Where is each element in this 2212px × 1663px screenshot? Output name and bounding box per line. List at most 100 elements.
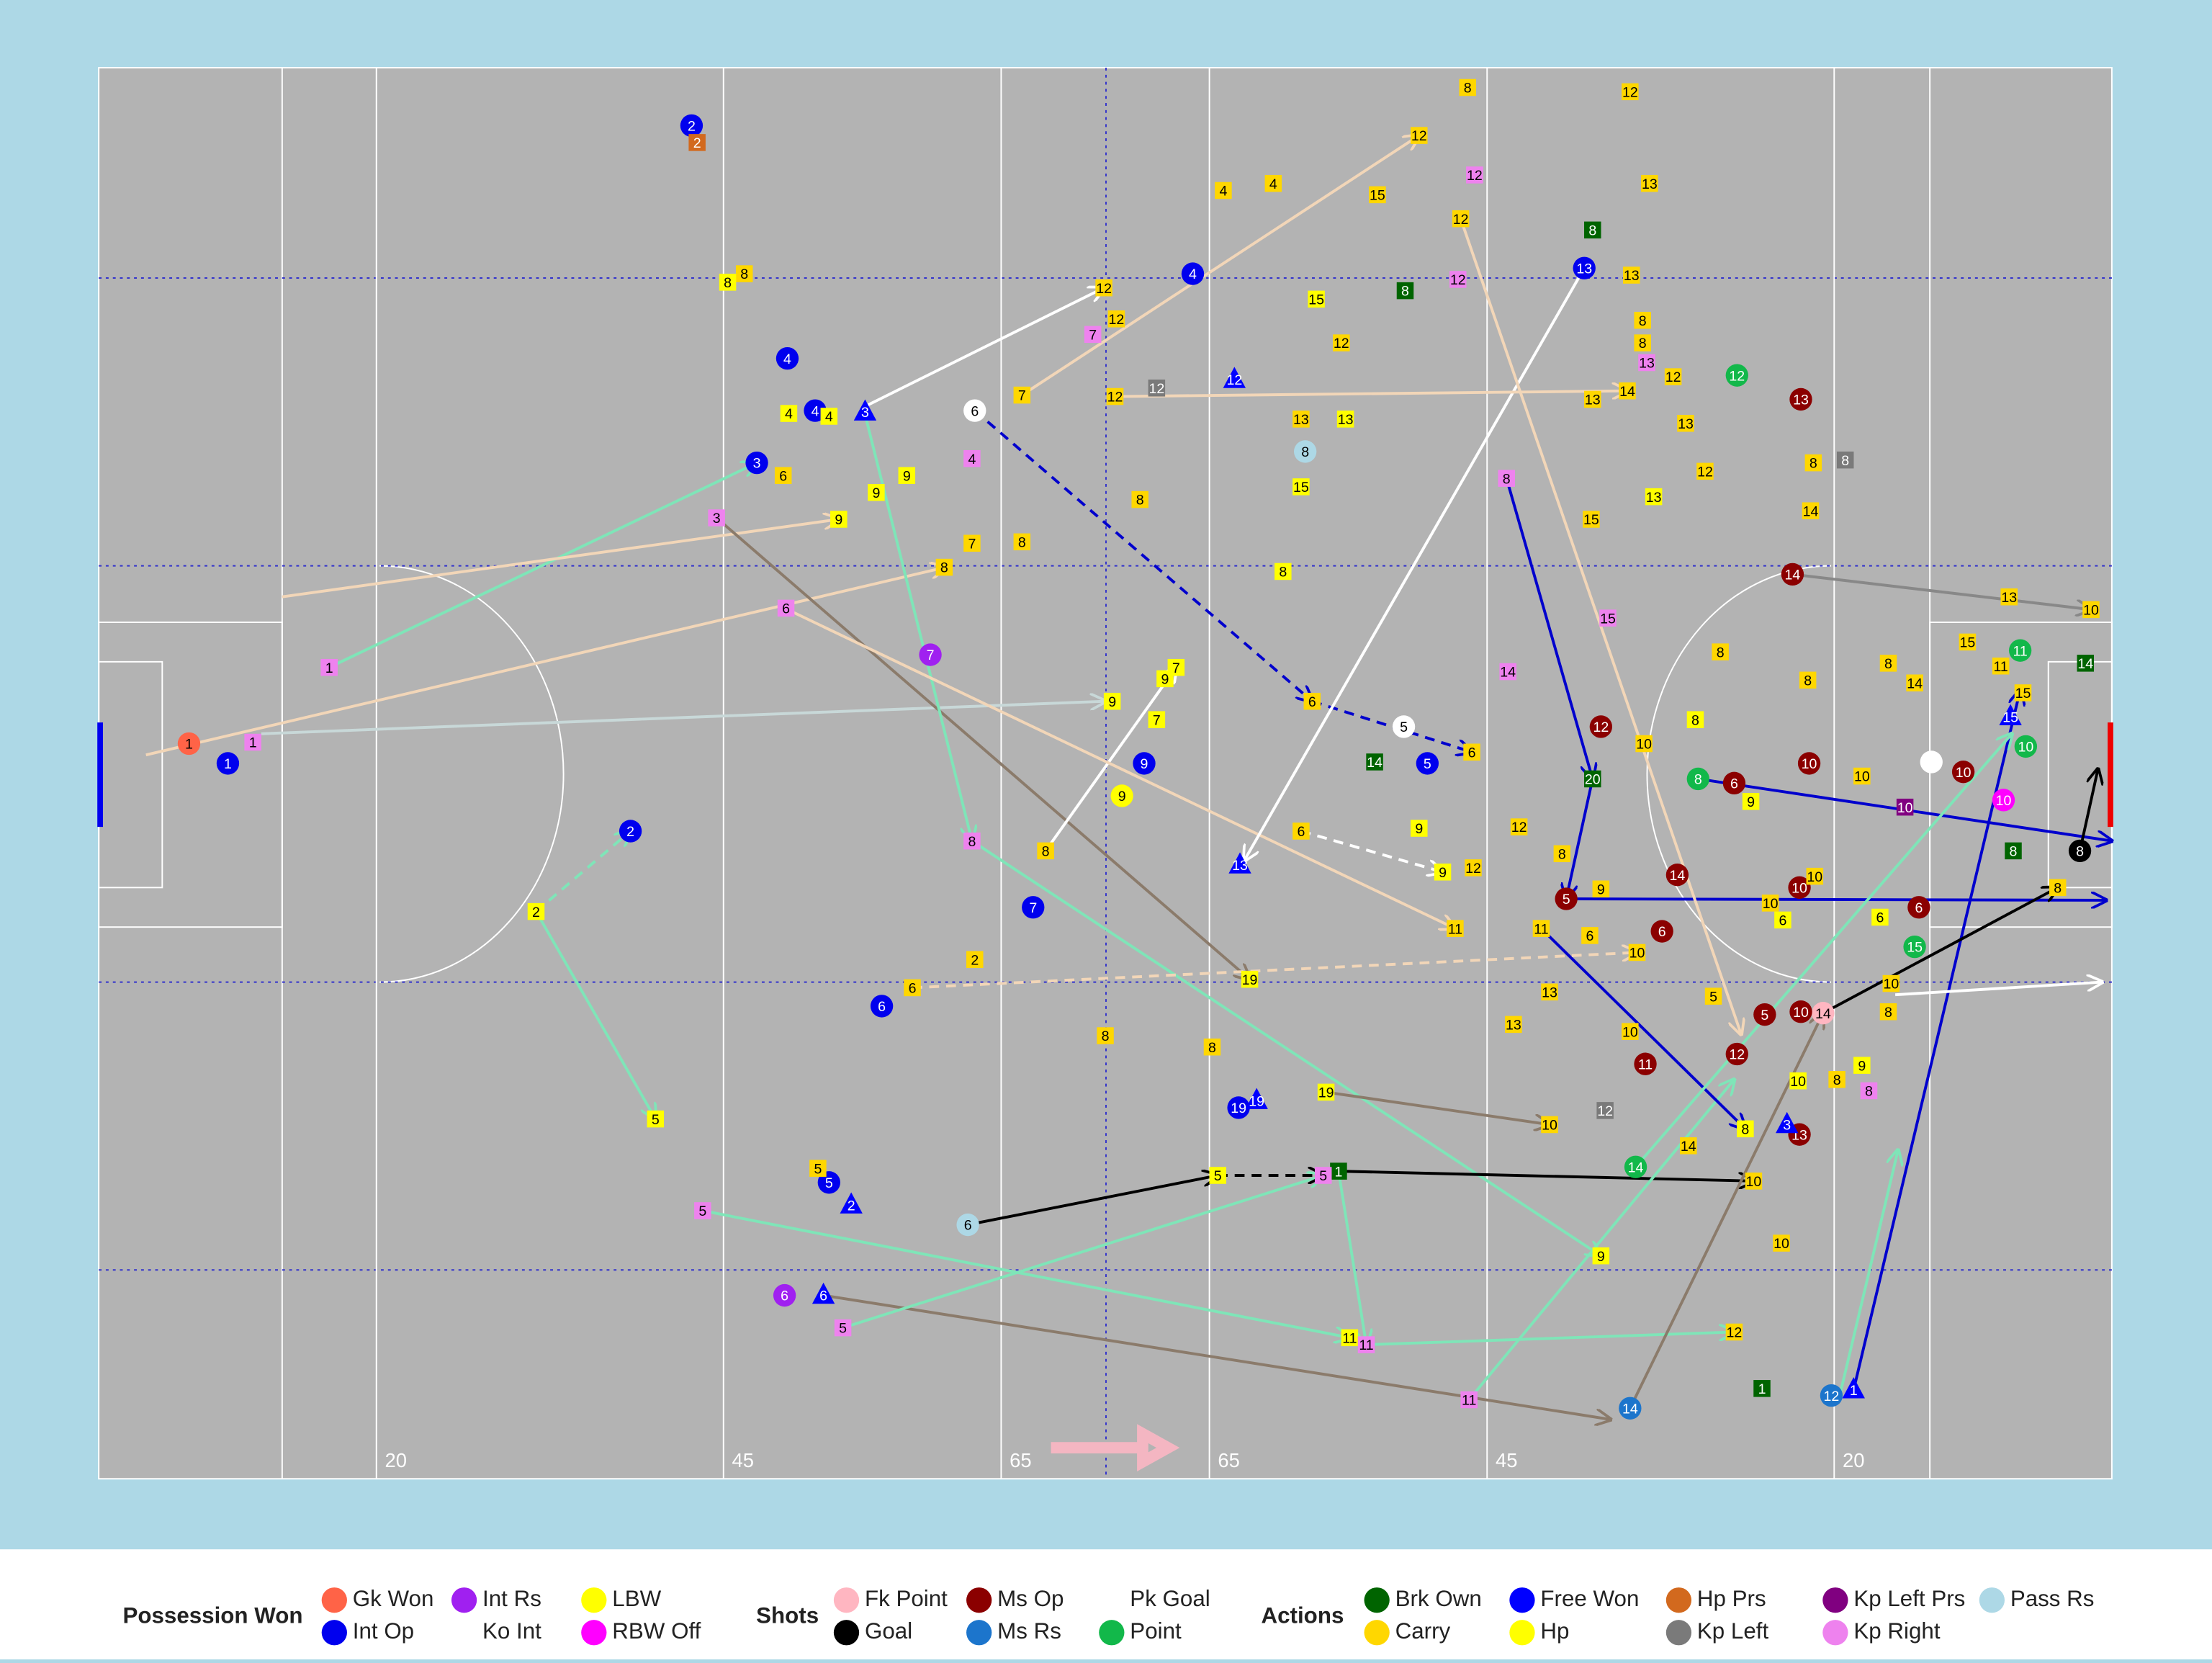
- point-label: 8: [1102, 1028, 1110, 1044]
- point-label: 10: [1802, 756, 1817, 772]
- point: [1992, 789, 2015, 812]
- point-label: 12: [1450, 272, 1466, 288]
- point: [1156, 670, 1174, 688]
- arrow: [328, 463, 757, 669]
- point: [1596, 1102, 1614, 1119]
- point: [1722, 771, 1746, 795]
- point-label: 12: [1697, 464, 1713, 480]
- point: [1541, 1116, 1558, 1134]
- point-label: 7: [1172, 660, 1180, 676]
- arrow: [282, 519, 839, 599]
- point-label: 11: [1448, 921, 1462, 937]
- point-label: 13: [1678, 416, 1694, 432]
- arrow: [1566, 899, 2106, 900]
- point-label: 10: [1763, 896, 1779, 912]
- legend-key: [451, 1587, 477, 1613]
- point: [1951, 761, 1975, 784]
- point: [1860, 1082, 1878, 1100]
- point-label: 6: [1468, 745, 1476, 761]
- arrow: [842, 1175, 1323, 1330]
- point-label: 6: [1876, 910, 1884, 926]
- point: [898, 467, 916, 484]
- point: [1599, 609, 1617, 627]
- point-label: 10: [1629, 946, 1645, 962]
- point-label: 9: [1161, 671, 1169, 687]
- point-label: 10: [1542, 1118, 1557, 1134]
- legend-key: [966, 1587, 992, 1613]
- point-label: 15: [1308, 292, 1324, 308]
- point: [840, 1192, 863, 1214]
- arrow: [535, 831, 630, 913]
- point-label: 14: [1815, 1006, 1831, 1022]
- point: [956, 1213, 979, 1237]
- point: [1812, 1002, 1835, 1025]
- point-label: 1: [185, 737, 193, 753]
- point-label: 6: [878, 999, 886, 1015]
- point: [774, 467, 792, 484]
- point-label: 11: [1993, 659, 2008, 675]
- point: [1392, 715, 1416, 738]
- point: [1209, 1167, 1226, 1184]
- point-label: 15: [1907, 940, 1923, 956]
- point: [1583, 511, 1600, 528]
- point-label: 7: [1018, 388, 1026, 404]
- point: [1357, 1336, 1375, 1353]
- point-label: 5: [1709, 989, 1717, 1005]
- point: [1725, 364, 1748, 387]
- point-label: 19: [1242, 972, 1258, 988]
- point-label: 10: [1897, 800, 1913, 816]
- point: [1725, 1042, 1748, 1066]
- point-label: 4: [785, 406, 793, 422]
- point-label: 15: [1583, 512, 1599, 528]
- point-label: 4: [1189, 266, 1197, 282]
- point: [1619, 1397, 1642, 1420]
- point: [1555, 887, 1578, 910]
- point-label: 5: [825, 1175, 833, 1191]
- point: [1677, 415, 1694, 432]
- point: [1781, 562, 1804, 586]
- point: [1110, 784, 1133, 807]
- point: [963, 399, 986, 422]
- point-label: 13: [1506, 1017, 1521, 1033]
- arrow: [1115, 391, 1627, 397]
- point: [1920, 750, 1943, 774]
- point: [1148, 711, 1166, 728]
- arrow: [2078, 769, 2098, 851]
- legend-label: Int Rs: [482, 1586, 541, 1611]
- arrow: [1311, 699, 1472, 753]
- legend-label: Ko Int: [482, 1618, 541, 1644]
- point-label: 8: [1804, 673, 1812, 689]
- point-label: 11: [1342, 1330, 1357, 1346]
- point-label: 5: [839, 1321, 847, 1337]
- point-label: 5: [1400, 720, 1408, 735]
- point-label: 15: [1370, 187, 1385, 203]
- point: [688, 134, 706, 151]
- arrow: [1505, 478, 1593, 779]
- point-label: 13: [1639, 356, 1655, 372]
- point: [1532, 920, 1550, 937]
- arrow: [261, 701, 1105, 735]
- arrow: [974, 409, 1313, 701]
- point: [966, 951, 984, 968]
- point: [1802, 502, 1820, 519]
- point: [935, 558, 953, 576]
- point-label: 1: [1758, 1381, 1766, 1397]
- point: [1664, 368, 1682, 385]
- legend-key: [581, 1587, 607, 1613]
- legend-key: [321, 1587, 347, 1613]
- point-label: 10: [1883, 977, 1899, 992]
- point: [619, 820, 642, 843]
- point-label: 8: [1884, 1005, 1892, 1021]
- point-label: 8: [1865, 1084, 1873, 1100]
- point-label: 9: [1415, 821, 1423, 837]
- legend-key: [1509, 1620, 1535, 1646]
- point-label: 8: [1884, 656, 1892, 672]
- point: [1589, 715, 1613, 738]
- point: [1853, 1057, 1871, 1074]
- point-label: 12: [1467, 168, 1483, 184]
- point-label: 7: [927, 647, 935, 663]
- point: [708, 509, 725, 526]
- arrow: [1822, 887, 2058, 1015]
- point: [1452, 210, 1470, 228]
- point: [1498, 470, 1515, 487]
